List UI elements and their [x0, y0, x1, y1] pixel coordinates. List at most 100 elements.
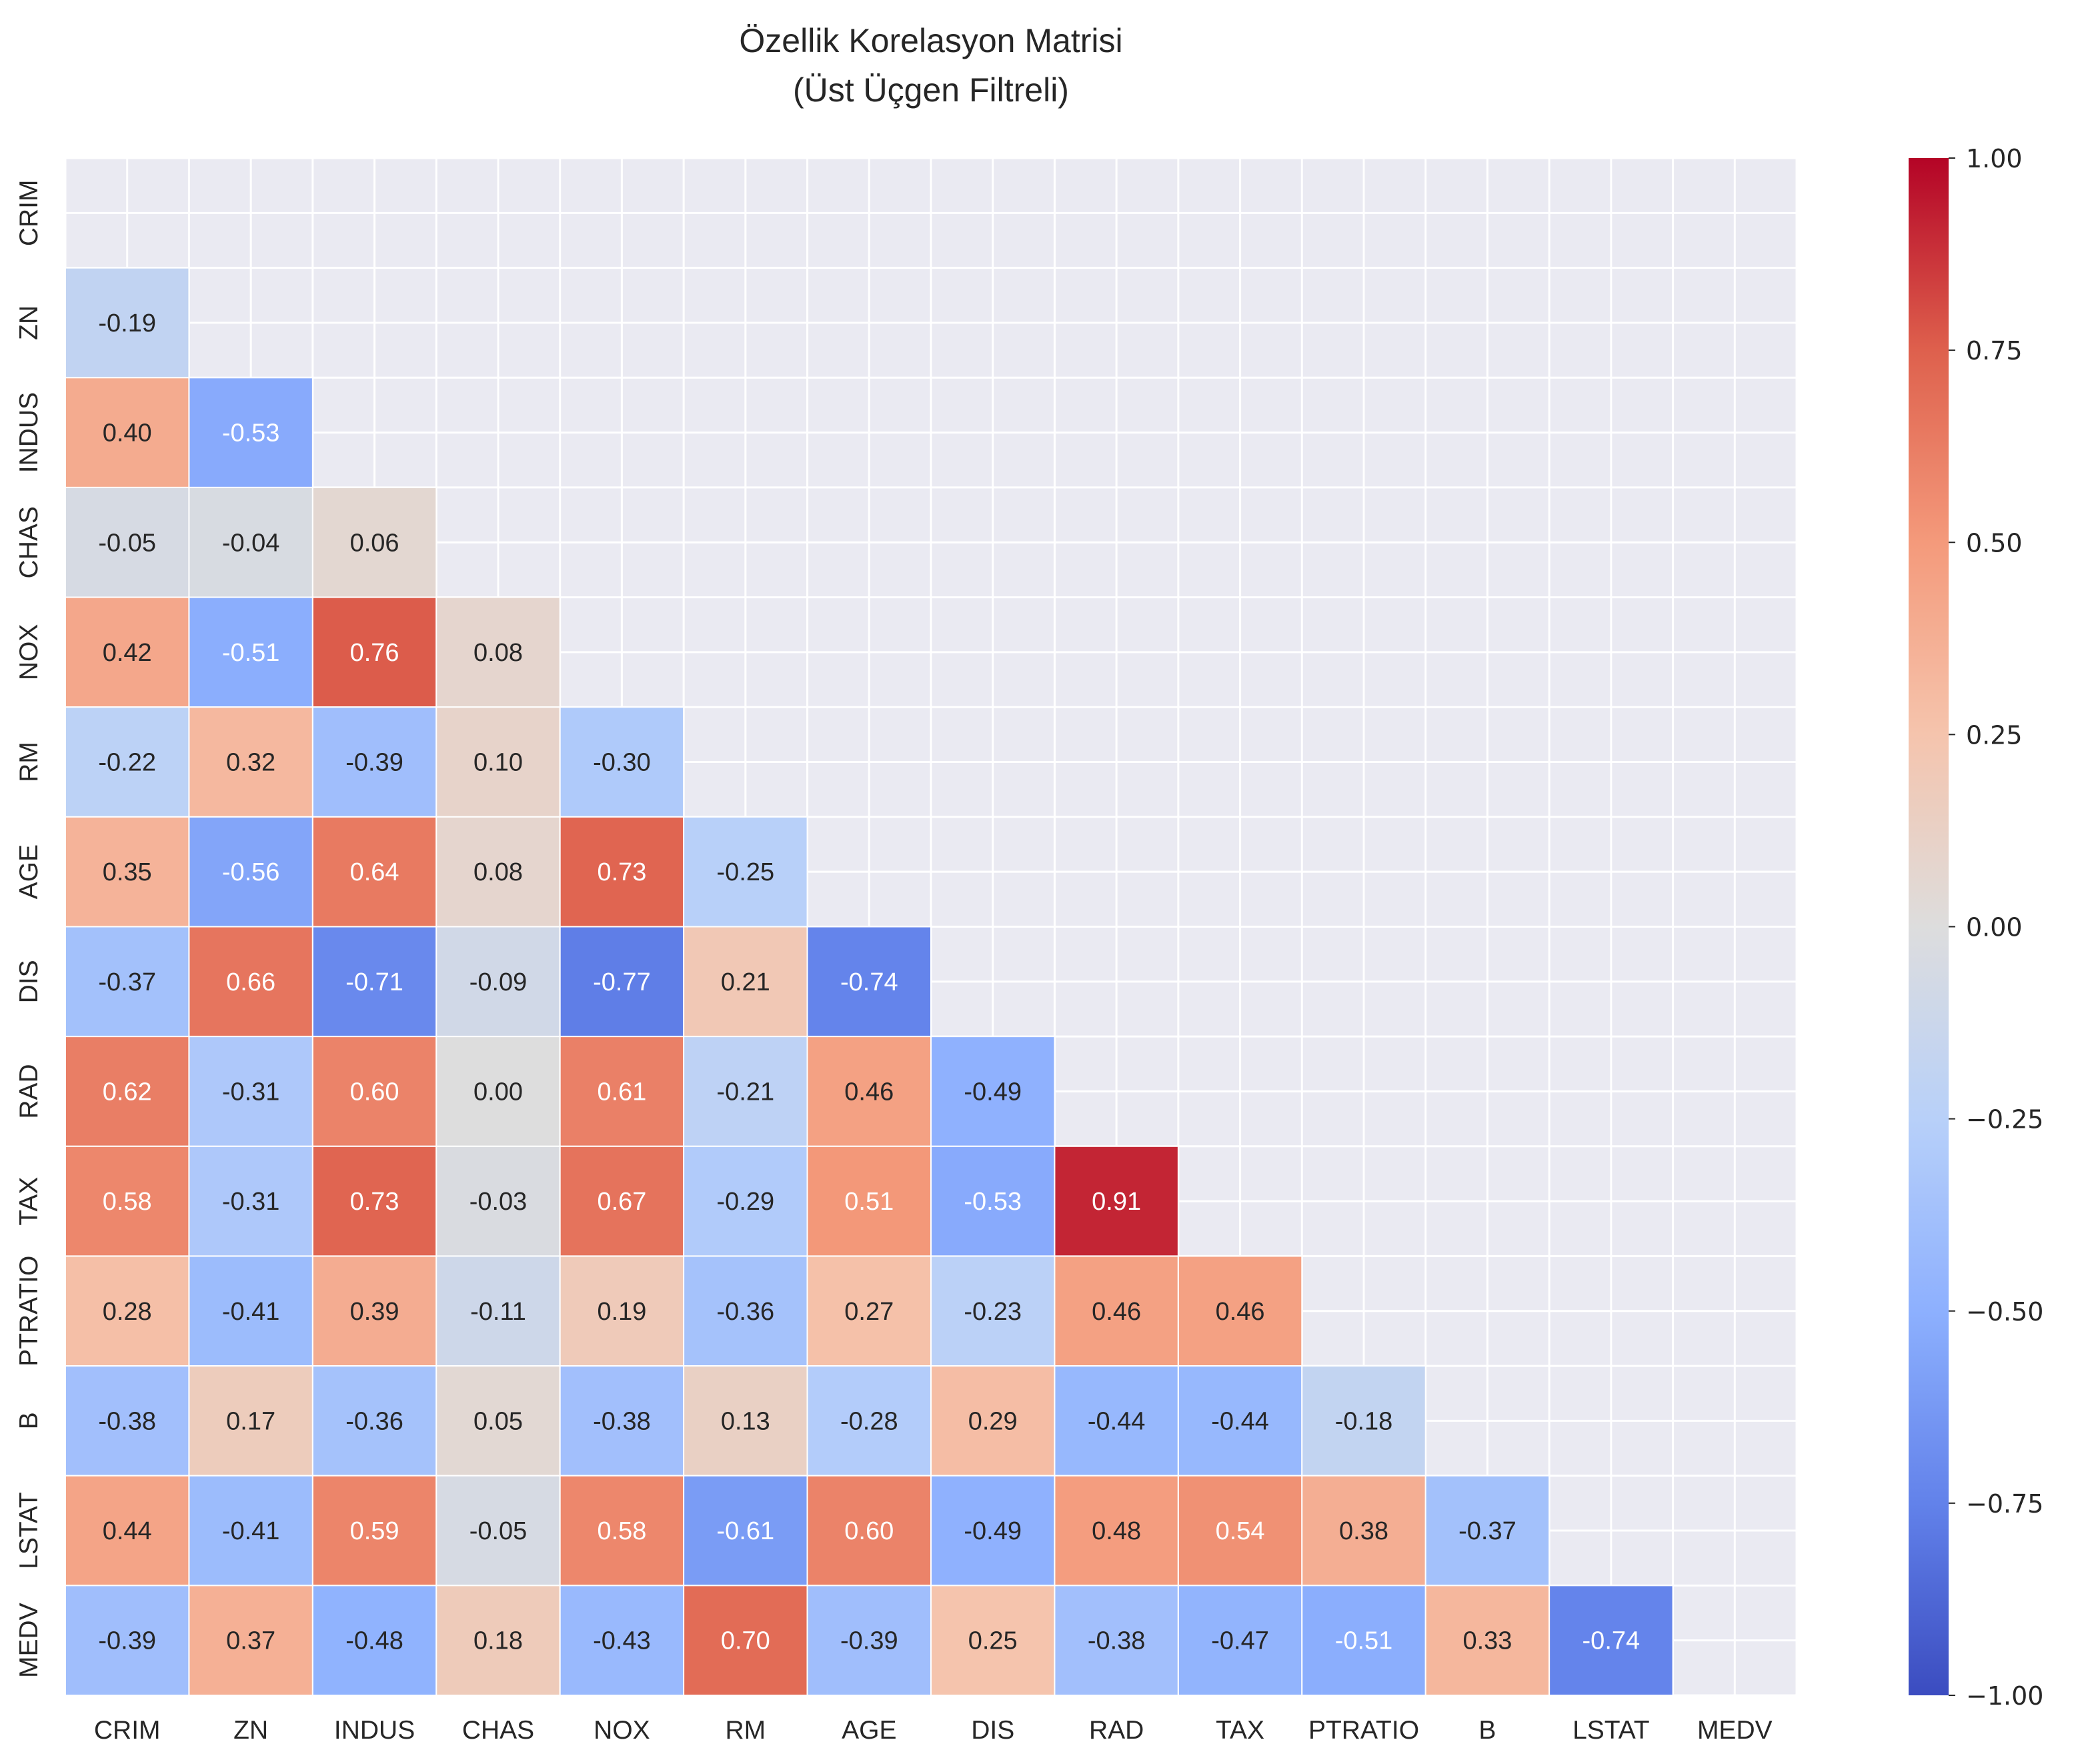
heatmap-cell: -0.37 — [65, 926, 190, 1038]
heatmap-cell: 0.28 — [65, 1255, 190, 1367]
colorbar-tick-label: −0.50 — [1966, 1297, 2043, 1327]
cell-value-label: -0.31 — [222, 1078, 280, 1106]
heatmap-cell: -0.61 — [683, 1475, 808, 1587]
cell-value-label: -0.28 — [840, 1407, 898, 1435]
cell-value-label: -0.56 — [222, 858, 280, 886]
cell-rect — [806, 1585, 932, 1697]
cell-rect — [435, 1036, 561, 1147]
cell-value-label: -0.51 — [1335, 1627, 1393, 1655]
heatmap-cell: 0.67 — [559, 1145, 685, 1257]
cell-rect — [559, 1145, 685, 1257]
cell-value-label: 0.25 — [968, 1627, 1018, 1655]
cell-value-label: -0.31 — [222, 1188, 280, 1216]
cell-value-label: -0.77 — [593, 968, 651, 996]
cell-value-label: -0.04 — [222, 529, 280, 557]
y-tick-label: RM — [15, 742, 43, 782]
cell-rect — [435, 1365, 561, 1477]
cell-rect — [188, 377, 313, 488]
cell-value-label: -0.30 — [593, 749, 651, 777]
heatmap-cell: -0.38 — [1054, 1585, 1179, 1697]
cell-rect — [1177, 1255, 1303, 1367]
cell-value-label: 0.33 — [1462, 1627, 1512, 1655]
y-tick-label: CHAS — [15, 506, 43, 578]
cell-value-label: -0.74 — [840, 968, 898, 996]
cell-value-label: 0.00 — [473, 1078, 523, 1106]
cell-value-label: -0.39 — [840, 1627, 898, 1655]
cell-rect — [1301, 1585, 1426, 1697]
cell-value-label: 0.62 — [103, 1078, 152, 1106]
heatmap-cell: 0.59 — [311, 1475, 437, 1587]
x-tick-label: ZN — [233, 1716, 268, 1745]
heatmap-cell: 0.35 — [65, 816, 190, 928]
cell-value-label: 0.61 — [597, 1078, 646, 1106]
cell-value-label: 0.51 — [844, 1188, 894, 1216]
cell-rect — [1054, 1585, 1179, 1697]
heatmap-cell: -0.28 — [806, 1365, 932, 1477]
cell-rect — [930, 1365, 1056, 1477]
cell-value-label: -0.44 — [1088, 1407, 1146, 1435]
cell-rect — [1177, 1475, 1303, 1587]
x-tick-label: PTRATIO — [1308, 1716, 1419, 1745]
cell-value-label: -0.61 — [717, 1517, 775, 1545]
cell-value-label: 0.46 — [1216, 1298, 1265, 1326]
x-tick-label: RM — [726, 1716, 766, 1745]
heatmap-cell: -0.18 — [1301, 1365, 1426, 1477]
heatmap-cell: -0.74 — [1548, 1585, 1674, 1697]
heatmap-cell: -0.29 — [683, 1145, 808, 1257]
heatmap-cell: 0.46 — [806, 1036, 932, 1147]
cell-rect — [930, 1475, 1056, 1587]
cell-rect — [683, 926, 808, 1038]
colorbar-tick-label: 0.00 — [1966, 913, 2023, 942]
cell-value-label: -0.36 — [345, 1407, 403, 1435]
cell-rect — [930, 1255, 1056, 1367]
heatmap-cell: 0.27 — [806, 1255, 932, 1367]
chart-title-line-2: (Üst Üçgen Filtreli) — [793, 71, 1069, 109]
cell-value-label: 0.05 — [473, 1407, 523, 1435]
heatmap-cell: 0.06 — [311, 486, 437, 598]
cell-rect — [1177, 1585, 1303, 1697]
cell-value-label: -0.39 — [345, 749, 403, 777]
heatmap-cell: 0.91 — [1054, 1145, 1179, 1257]
cell-rect — [683, 1255, 808, 1367]
heatmap-cell: 0.76 — [311, 596, 437, 708]
heatmap-cell: -0.49 — [930, 1036, 1056, 1147]
cell-rect — [806, 1255, 932, 1367]
cell-rect — [683, 1036, 808, 1147]
cell-rect — [65, 1255, 190, 1367]
cell-value-label: -0.21 — [717, 1078, 775, 1106]
cell-value-label: 0.73 — [350, 1188, 399, 1216]
heatmap-cell: -0.05 — [435, 1475, 561, 1587]
heatmap-cell: -0.39 — [806, 1585, 932, 1697]
cell-rect — [1301, 1365, 1426, 1477]
cell-value-label: 0.46 — [1092, 1298, 1141, 1326]
cell-rect — [311, 486, 437, 598]
cell-value-label: 0.66 — [226, 968, 275, 996]
cell-rect — [311, 926, 437, 1038]
y-tick-label: RAD — [15, 1064, 43, 1118]
cell-value-label: -0.03 — [469, 1188, 528, 1216]
heatmap-cell: 0.51 — [806, 1145, 932, 1257]
cell-value-label: 0.39 — [350, 1298, 399, 1326]
cell-value-label: -0.37 — [1458, 1517, 1516, 1545]
heatmap-cell: -0.53 — [188, 377, 313, 488]
cell-value-label: 0.59 — [350, 1517, 399, 1545]
heatmap-cell: -0.48 — [311, 1585, 437, 1697]
cell-value-label: 0.29 — [968, 1407, 1018, 1435]
cell-value-label: 0.19 — [597, 1298, 646, 1326]
heatmap-cell: -0.36 — [311, 1365, 437, 1477]
cell-rect — [559, 1475, 685, 1587]
cell-value-label: -0.25 — [717, 858, 775, 886]
cell-value-label: -0.37 — [98, 968, 156, 996]
heatmap-cell: 0.08 — [435, 816, 561, 928]
cell-rect — [1177, 1365, 1303, 1477]
heatmap-cell: -0.56 — [188, 816, 313, 928]
cell-value-label: 0.27 — [844, 1298, 894, 1326]
heatmap-cell: 0.58 — [65, 1145, 190, 1257]
heatmap-cell: 0.61 — [559, 1036, 685, 1147]
cell-rect — [1548, 1585, 1674, 1697]
cell-value-label: 0.42 — [103, 639, 152, 667]
cell-value-label: 0.06 — [350, 529, 399, 557]
cell-value-label: -0.47 — [1211, 1627, 1269, 1655]
colorbar-tick-label: 1.00 — [1966, 144, 2023, 173]
y-tick-label: CRIM — [15, 179, 43, 246]
